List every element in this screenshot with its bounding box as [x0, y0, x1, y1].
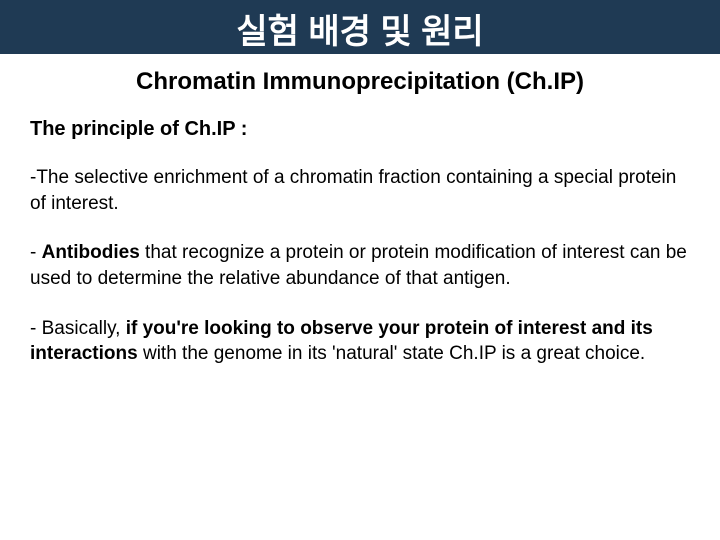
paragraph: - Basically, if you're looking to observ…	[30, 316, 690, 367]
paragraph: - Antibodies that recognize a protein or…	[30, 240, 690, 291]
section-label-text: The principle of Ch.IP :	[30, 118, 247, 140]
paragraph-segment: - Basically,	[30, 318, 126, 339]
paragraph-segment: -The selective enrichment of a chromatin…	[30, 167, 676, 214]
slide-subtitle: Chromatin Immunoprecipitation (Ch.IP)	[0, 68, 720, 96]
paragraph-segment: Antibodies	[42, 242, 140, 263]
slide-subtitle-text: Chromatin Immunoprecipitation (Ch.IP)	[136, 68, 584, 95]
slide-header-text: 실험 배경 및 원리	[236, 13, 483, 51]
slide-header: 실험 배경 및 원리	[0, 0, 720, 54]
section-label: The principle of Ch.IP :	[0, 118, 720, 141]
paragraph-segment: with the genome in its 'natural' state C…	[138, 343, 646, 364]
paragraph-segment: -	[30, 242, 42, 263]
paragraph: -The selective enrichment of a chromatin…	[30, 165, 690, 216]
content-area: -The selective enrichment of a chromatin…	[0, 165, 720, 367]
